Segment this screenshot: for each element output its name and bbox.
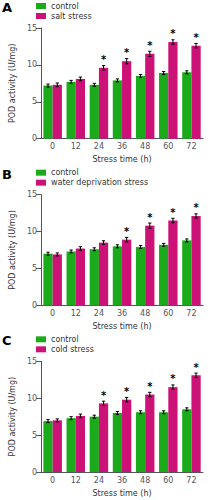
svg-text:B: B bbox=[2, 167, 12, 182]
svg-text:12: 12 bbox=[71, 476, 81, 485]
svg-text:36: 36 bbox=[117, 476, 127, 485]
svg-text:water deprivation stress: water deprivation stress bbox=[51, 178, 148, 187]
svg-text:Stress time (h): Stress time (h) bbox=[93, 155, 152, 164]
svg-text:control: control bbox=[51, 2, 79, 11]
svg-text:*: * bbox=[170, 207, 176, 218]
svg-text:15: 15 bbox=[27, 357, 37, 366]
svg-text:5: 5 bbox=[32, 97, 37, 106]
svg-text:48: 48 bbox=[140, 309, 150, 318]
svg-text:0: 0 bbox=[50, 476, 55, 485]
svg-text:24: 24 bbox=[94, 142, 104, 151]
svg-text:36: 36 bbox=[117, 142, 127, 151]
svg-text:0: 0 bbox=[50, 142, 55, 151]
svg-text:0: 0 bbox=[50, 309, 55, 318]
svg-text:12: 12 bbox=[71, 309, 81, 318]
svg-text:C: C bbox=[2, 333, 12, 348]
svg-text:*: * bbox=[170, 373, 176, 384]
svg-text:POD activity (U/mg): POD activity (U/mg) bbox=[8, 377, 17, 457]
svg-text:0: 0 bbox=[32, 134, 37, 143]
svg-text:0: 0 bbox=[32, 301, 37, 310]
svg-text:72: 72 bbox=[186, 309, 196, 318]
svg-text:60: 60 bbox=[163, 309, 173, 318]
svg-text:60: 60 bbox=[163, 476, 173, 485]
svg-text:36: 36 bbox=[117, 309, 127, 318]
svg-text:10: 10 bbox=[27, 60, 37, 69]
svg-text:*: * bbox=[124, 47, 130, 58]
svg-text:POD activity (U/mg): POD activity (U/mg) bbox=[8, 210, 17, 290]
svg-text:24: 24 bbox=[94, 476, 104, 485]
svg-text:*: * bbox=[101, 390, 107, 401]
svg-text:control: control bbox=[51, 335, 79, 344]
svg-text:72: 72 bbox=[186, 476, 196, 485]
svg-text:0: 0 bbox=[32, 468, 37, 477]
svg-text:A: A bbox=[2, 0, 12, 15]
svg-text:48: 48 bbox=[140, 476, 150, 485]
svg-text:*: * bbox=[147, 40, 153, 51]
svg-text:*: * bbox=[147, 381, 153, 392]
svg-text:*: * bbox=[124, 226, 130, 237]
svg-text:48: 48 bbox=[140, 142, 150, 151]
svg-text:12: 12 bbox=[71, 142, 81, 151]
svg-text:72: 72 bbox=[186, 142, 196, 151]
svg-text:*: * bbox=[193, 32, 199, 43]
svg-text:POD activity (U/mg): POD activity (U/mg) bbox=[8, 44, 17, 124]
svg-text:60: 60 bbox=[163, 142, 173, 151]
svg-text:cold stress: cold stress bbox=[51, 345, 94, 354]
svg-text:*: * bbox=[101, 54, 107, 65]
svg-text:control: control bbox=[51, 168, 79, 177]
svg-text:*: * bbox=[193, 362, 199, 373]
svg-text:*: * bbox=[193, 202, 199, 213]
svg-text:*: * bbox=[170, 28, 176, 39]
svg-text:salt stress: salt stress bbox=[51, 12, 92, 21]
svg-text:Stress time (h): Stress time (h) bbox=[93, 489, 152, 498]
svg-text:5: 5 bbox=[32, 264, 37, 273]
svg-text:Stress time (h): Stress time (h) bbox=[93, 322, 152, 331]
svg-text:5: 5 bbox=[32, 431, 37, 440]
svg-text:24: 24 bbox=[94, 309, 104, 318]
svg-text:10: 10 bbox=[27, 394, 37, 403]
svg-text:15: 15 bbox=[27, 190, 37, 199]
svg-text:*: * bbox=[124, 386, 130, 397]
svg-text:10: 10 bbox=[27, 227, 37, 236]
svg-text:15: 15 bbox=[27, 24, 37, 33]
svg-text:*: * bbox=[147, 212, 153, 223]
